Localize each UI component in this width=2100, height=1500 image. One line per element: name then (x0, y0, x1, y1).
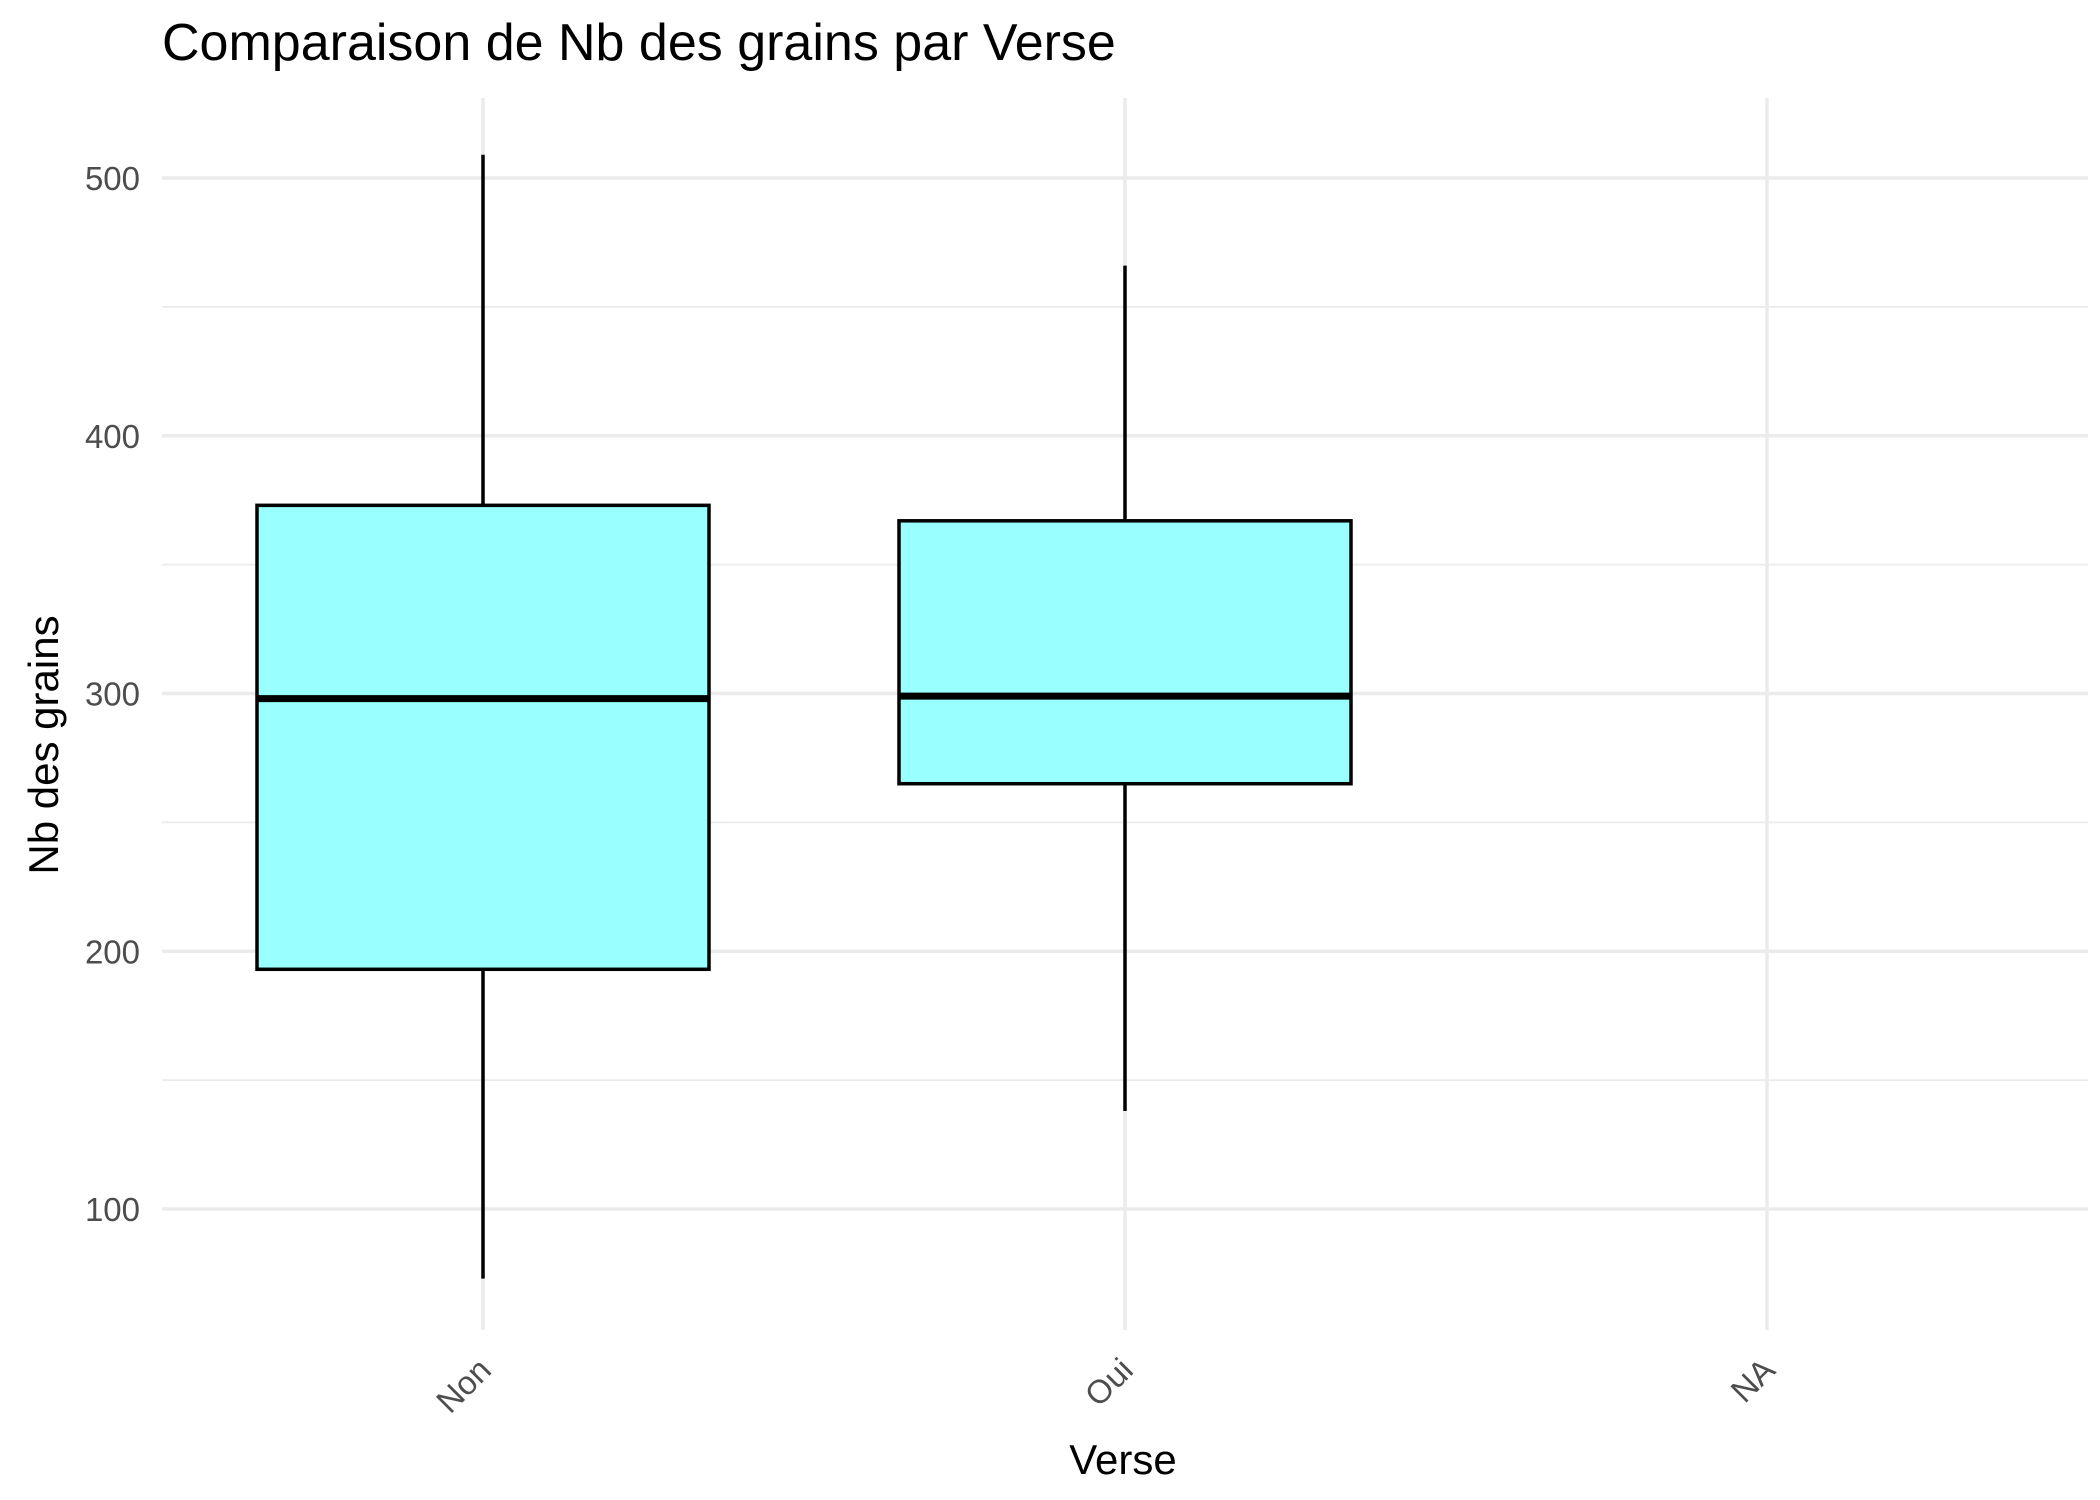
y-axis-title: Nb des grains (20, 615, 67, 874)
y-axis-ticks: 100 200 300 400 500 (85, 160, 140, 1228)
x-axis-title: Verse (1069, 1436, 1176, 1483)
whiskers (481, 154, 1127, 1279)
box-oui (897, 519, 1353, 786)
y-tick-label: 100 (85, 1191, 140, 1228)
x-tick-label: Oui (1077, 1351, 1139, 1413)
x-tick-label: Non (429, 1351, 498, 1420)
y-tick-label: 500 (85, 160, 140, 197)
x-tick-label: NA (1723, 1351, 1782, 1410)
box-non (255, 503, 711, 972)
y-tick-label: 300 (85, 676, 140, 713)
boxes (255, 503, 1353, 972)
y-tick-label: 400 (85, 418, 140, 455)
y-tick-label: 200 (85, 933, 140, 970)
chart-title: Comparaison de Nb des grains par Verse (162, 14, 1116, 72)
x-axis-ticks: Non Oui NA (429, 1351, 1782, 1420)
